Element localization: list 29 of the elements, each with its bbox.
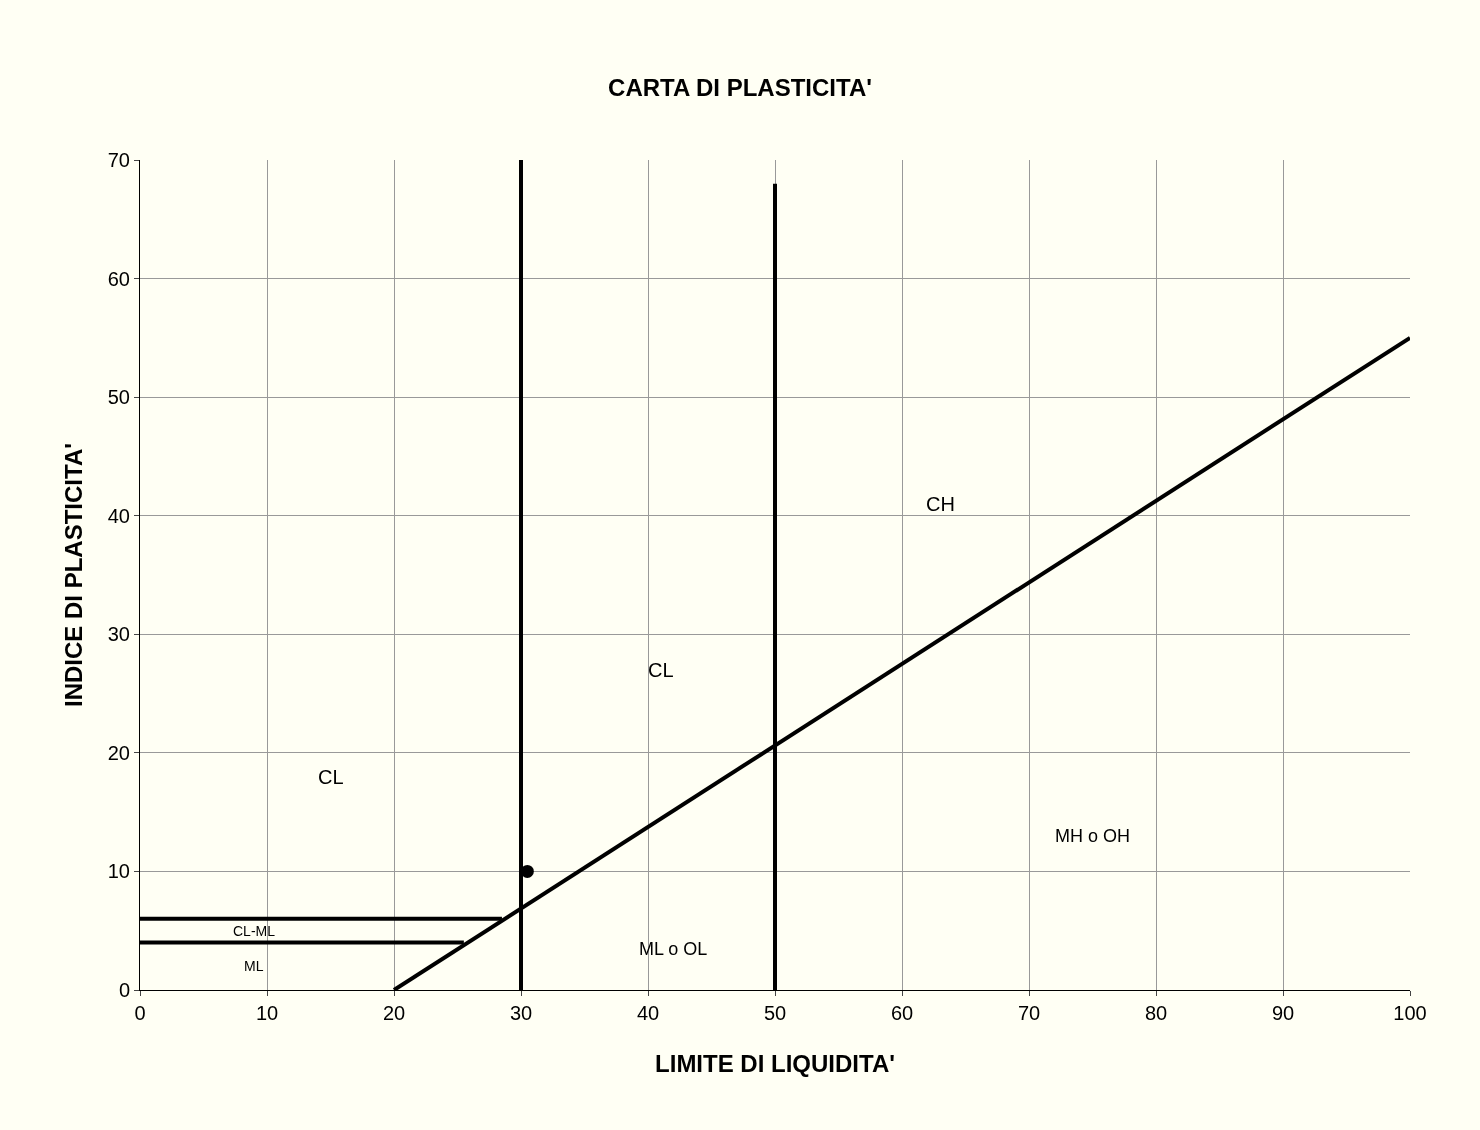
x-tick-label: 40 (636, 1002, 660, 1024)
annotation: MH o OH (1055, 826, 1131, 846)
y-tick-label: 70 (107, 149, 130, 171)
y-tick-label: 60 (107, 267, 130, 290)
chart-title: CARTA DI PLASTICITA' (608, 73, 872, 101)
y-tick-label: 0 (118, 979, 130, 1001)
annotation: CH (926, 493, 955, 515)
annotation: ML o OL (639, 939, 708, 959)
annotation: CL (648, 659, 674, 681)
y-tick-label: 50 (107, 386, 130, 409)
annotation: CL-ML (233, 923, 276, 939)
x-tick-label: 100 (1393, 1002, 1427, 1024)
y-tick-label: 30 (107, 623, 130, 646)
y-axis-title: INDICE DI PLASTICITA' (60, 443, 87, 707)
annotation: CL (318, 766, 344, 788)
y-tick-label: 10 (107, 860, 130, 883)
x-tick-label: 80 (1144, 1002, 1168, 1024)
x-tick-label: 50 (763, 1002, 787, 1024)
x-tick-label: 30 (509, 1002, 533, 1024)
y-tick-label: 20 (107, 741, 130, 764)
x-tick-label: 10 (255, 1002, 279, 1024)
x-axis-title: LIMITE DI LIQUIDITA' (655, 1050, 895, 1077)
x-tick-label: 90 (1271, 1002, 1295, 1024)
x-tick-label: 70 (1017, 1002, 1041, 1024)
x-tick-label: 0 (134, 1002, 146, 1024)
x-tick-label: 20 (382, 1002, 406, 1024)
x-tick-label: 60 (890, 1002, 914, 1024)
annotation: ML (244, 958, 264, 974)
y-tick-label: 40 (107, 504, 130, 527)
